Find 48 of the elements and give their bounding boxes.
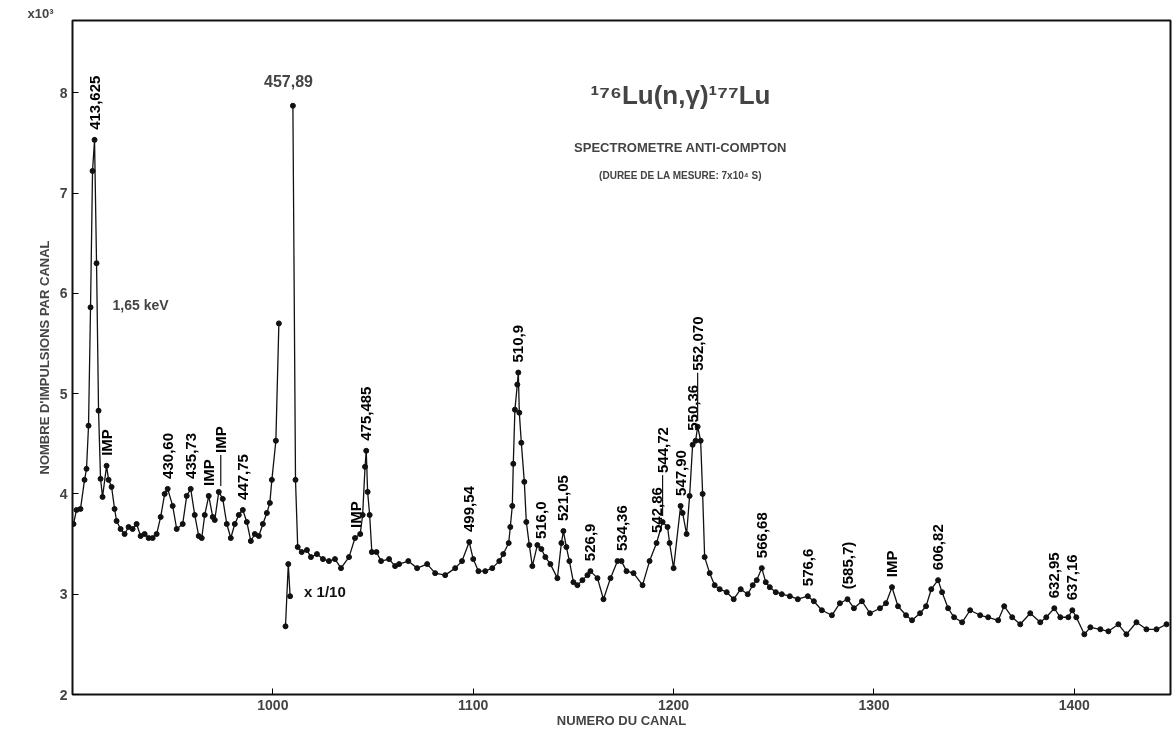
annotation: 637,16 — [1063, 554, 1081, 601]
annotation: 499,54 — [460, 485, 478, 533]
y-tick-label: 6 — [59, 285, 68, 302]
x-tick-label: 1000 — [257, 696, 289, 713]
annotation: 435,73 — [181, 433, 199, 479]
annotation: 606,82 — [929, 524, 947, 571]
annotation: 547,90 — [671, 450, 689, 496]
annotation: 632,95 — [1045, 552, 1063, 599]
annotation: 526,9 — [581, 523, 599, 562]
annotation: 552,070 — [688, 316, 706, 371]
x-tick-label: 1100 — [458, 696, 489, 713]
annotation: 430,60 — [158, 433, 176, 479]
y-tick-label: 4 — [59, 485, 68, 502]
annotation: 475,485 — [357, 386, 375, 441]
y-tick-label: 5 — [59, 385, 68, 402]
x-axis-title: NUMERO DU CANAL — [556, 712, 687, 728]
x-tick-label: 1300 — [858, 696, 890, 713]
y-tick-label: 3 — [59, 586, 68, 603]
annotation: 510,9 — [509, 325, 527, 363]
annotation: 544,72 — [653, 427, 671, 474]
y-tick-label: 2 — [59, 686, 68, 703]
annotation: 413,625 — [85, 75, 103, 130]
annotation: 534,36 — [612, 505, 630, 552]
x-tick-label: 1400 — [1058, 696, 1091, 713]
y-axis-title: NOMBRE D'IMPULSIONS PAR CANAL — [36, 240, 52, 475]
annotation: 550,36 — [683, 384, 701, 431]
annotation: 521,05 — [554, 475, 572, 522]
annotation: IMP — [98, 429, 116, 456]
y-tick-label: 8 — [59, 84, 68, 101]
series-label: x 1/10 — [304, 583, 346, 601]
annotation: 447,75 — [233, 454, 251, 500]
annotation: 457,89 — [264, 72, 314, 90]
x-tick-label: 1200 — [658, 696, 690, 713]
annotation: (585,7) — [839, 541, 857, 590]
annotation: IMP — [346, 501, 364, 529]
text: ¹⁷⁶Lu(n,γ)¹⁷⁷Lu — [590, 79, 771, 110]
y-tick-label: 7 — [59, 185, 68, 202]
annotation: 516,0 — [532, 501, 550, 540]
text: SPECTROMETRE ANTI-COMPTON — [574, 139, 787, 155]
annotation: 576,6 — [798, 548, 816, 587]
annotation: IMP — [212, 426, 230, 453]
annotation: 566,68 — [752, 512, 770, 559]
annotation: IMP — [200, 459, 218, 486]
annotation: 1,65 keV — [112, 296, 170, 313]
annotation: (DUREE DE LA MESURE: 7x10⁴ S) — [599, 169, 762, 181]
annotation: 542,86 — [647, 487, 665, 534]
annotation: IMP — [883, 550, 901, 578]
text: x10³ — [27, 5, 55, 21]
